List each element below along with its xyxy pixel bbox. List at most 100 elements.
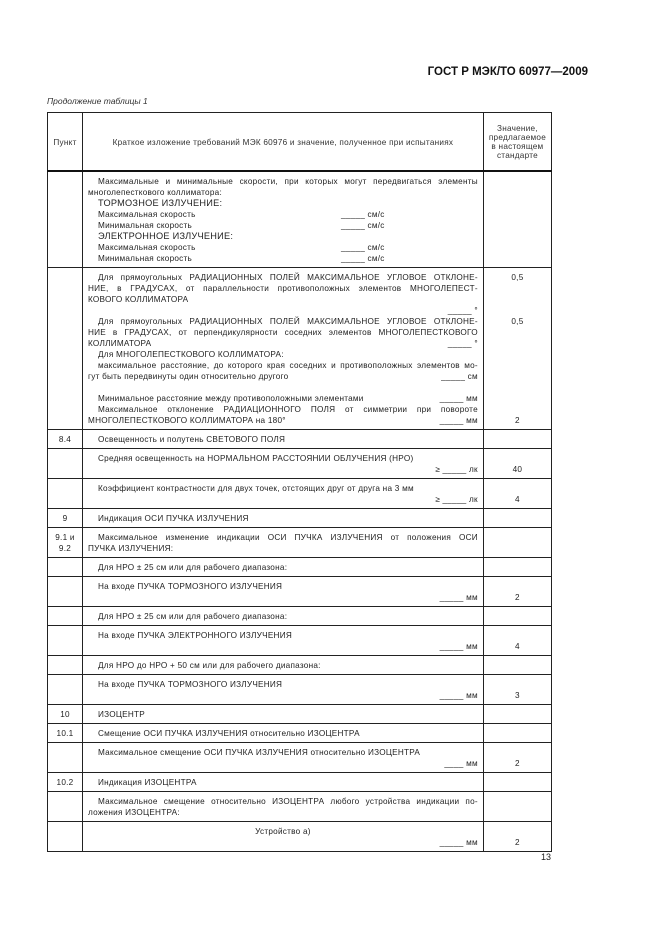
table-caption: Продолжение таблицы 1 (47, 96, 148, 106)
value-cell: 2 (482, 821, 553, 852)
summary-text: На входе ПУЧКА ТОРМОЗНОГО ИЗЛУЧЕНИЯ (98, 582, 283, 591)
value-cell (482, 429, 553, 449)
value-cell (482, 772, 553, 792)
item-number: 10.1 (56, 729, 74, 738)
summary-text: На входе ПУЧКА ЭЛЕКТРОННОГО ИЗЛУЧЕНИЯ (98, 631, 292, 640)
summary-cell: ИЗОЦЕНТР (82, 704, 484, 724)
unit-blank: _____ мм (439, 593, 478, 602)
summary-cell: Освещенность и полутень СВЕТОВОГО ПОЛЯ (82, 429, 484, 449)
summary-text: Максимальная скорость (98, 243, 196, 252)
value-cell (482, 723, 553, 743)
value-cell: 2 (482, 576, 553, 607)
summary-text: ПУЧКА ИЗЛУЧЕНИЯ: (88, 544, 174, 553)
standard-value (489, 611, 546, 622)
summary-line: Максимальное отклонение РАДИАЦИОННОГО ПО… (88, 404, 478, 415)
item-number-cell: 8.4 (47, 429, 83, 449)
unit-blank: ≥ _____ лк (435, 495, 478, 504)
summary-text: ЭЛЕКТРОННОЕ ИЗЛУЧЕНИЕ: (98, 231, 234, 241)
unit-blank: _____ см/с (341, 254, 385, 263)
summary-line: Для НРО ± 25 см или для рабочего диапазо… (88, 611, 478, 622)
summary-text: Для МНОГОЛЕПЕСТКОВОГО КОЛЛИМАТОРА: (98, 350, 284, 359)
item-number: 9 (62, 514, 68, 523)
summary-line: Минимальная скорость _____ см/с (88, 253, 478, 264)
summary-text: ТОРМОЗНОЕ ИЗЛУЧЕНИЕ: (98, 198, 223, 208)
summary-line: Для прямоугольных РАДИАЦИОННЫХ ПОЛЕЙ МАК… (88, 272, 478, 283)
summary-text: НИЕ в ГРАДУСАХ, от перпендикулярности со… (88, 328, 478, 337)
summary-line: Смещение ОСИ ПУЧКА ИЗЛУЧЕНИЯ относительн… (88, 728, 478, 739)
item-number-cell (47, 821, 83, 852)
summary-line: _____ мм (88, 592, 478, 603)
summary-cell: Средняя освещенность на НОРМАЛЬНОМ РАССТ… (82, 448, 484, 479)
standard-value (489, 777, 546, 788)
standard-value (489, 209, 546, 220)
summary-line: Для НРО ± 25 см или для рабочего диапазо… (88, 562, 478, 573)
item-number-cell (47, 742, 83, 773)
summary-line: КОЛЛИМАТОРА _____ ° (88, 338, 478, 349)
standard-value: 0,5 (511, 273, 524, 282)
summary-text: ИЗОЦЕНТР (98, 710, 145, 719)
summary-line: Минимальное расстояние между противополо… (88, 393, 478, 404)
value-cell: 3 (482, 674, 553, 705)
value-cell (482, 606, 553, 626)
standard-value (489, 630, 546, 641)
table-row: На входе ПУЧКА ЭЛЕКТРОННОГО ИЗЛУЧЕНИЯ ___… (47, 625, 553, 656)
summary-line: НИЕ, в ГРАДУСАХ, от параллельности проти… (88, 283, 478, 294)
summary-text: Для НРО ± 25 см или для рабочего диапазо… (98, 563, 288, 572)
summary-line: Максимальные и минимальные скорости, при… (88, 176, 478, 187)
summary-text: Средняя освещенность на НОРМАЛЬНОМ РАССТ… (98, 454, 414, 463)
table-row: 9.1 и 9.2 Максимальное изменение индикации… (47, 527, 553, 558)
summary-line: _____ ° (88, 305, 478, 316)
summary-line: ЭЛЕКТРОННОЕ ИЗЛУЧЕНИЕ: (88, 231, 478, 242)
summary-line: КОВОГО КОЛЛИМАТОРА (88, 294, 478, 305)
value-cell (482, 704, 553, 724)
unit-blank: _____ см/с (341, 243, 385, 252)
standard-value (489, 434, 546, 445)
summary-text: Устройство а) (255, 827, 311, 836)
table-row: Максимальное смещение ОСИ ПУЧКА ИЗЛУЧЕНИ… (47, 742, 553, 773)
summary-text: КОВОГО КОЛЛИМАТОРА (88, 295, 189, 304)
value-cell: 2 (482, 742, 553, 773)
standard-value (489, 242, 546, 253)
unit-blank: _____ ° (447, 339, 478, 348)
summary-cell: Максимальное смещение ОСИ ПУЧКА ИЗЛУЧЕНИ… (82, 742, 484, 773)
summary-text: Максимальное изменение индикации ОСИ ПУЧ… (98, 533, 478, 542)
summary-line: На входе ПУЧКА ЭЛЕКТРОННОГО ИЗЛУЧЕНИЯ (88, 630, 478, 641)
standard-value (489, 371, 546, 382)
summary-text: многолепесткового коллиматора: (88, 188, 222, 197)
summary-line: Средняя освещенность на НОРМАЛЬНОМ РАССТ… (88, 453, 478, 464)
item-number-cell (47, 791, 83, 822)
summary-line: Максимальное смещение ОСИ ПУЧКА ИЗЛУЧЕНИ… (88, 747, 478, 758)
table-row: Коэффициент контрастности для двух точек… (47, 478, 553, 509)
standard-value (489, 283, 546, 294)
standard-value (489, 728, 546, 739)
summary-cell: Для прямоугольных РАДИАЦИОННЫХ ПОЛЕЙ МАК… (82, 267, 484, 430)
item-number-cell: 10.1 (47, 723, 83, 743)
summary-text: Для прямоугольных РАДИАЦИОННЫХ ПОЛЕЙ МАК… (98, 273, 478, 282)
table-row: Устройство а) _____ мм 2 (47, 821, 553, 852)
summary-line: Максимальная скорость _____ см/с (88, 242, 478, 253)
summary-text: Для прямоугольных РАДИАЦИОННЫХ ПОЛЕЙ МАК… (98, 317, 478, 326)
table-header-row: Пункт Краткое изложение требований МЭК 6… (47, 112, 553, 172)
table-row: Для НРО ± 25 см или для рабочего диапазо… (47, 557, 553, 577)
summary-line: ____ мм (88, 758, 478, 769)
summary-text: максимальное расстояние, до которого кра… (98, 361, 478, 370)
summary-line: НИЕ в ГРАДУСАХ, от перпендикулярности со… (88, 327, 478, 338)
item-number-cell: 9.1 и 9.2 (47, 527, 83, 558)
item-number-cell: 9 (47, 508, 83, 528)
header-value: Значение, предлагаемое в настоящем станд… (482, 112, 553, 172)
item-number: 8.4 (58, 435, 72, 444)
summary-text: Максимальное смещение относительно ИЗОЦЕ… (98, 797, 478, 806)
summary-text: ложения ИЗОЦЕНТРА: (88, 808, 180, 817)
item-number-cell (47, 655, 83, 675)
summary-text: На входе ПУЧКА ТОРМОЗНОГО ИЗЛУЧЕНИЯ (98, 680, 283, 689)
standard-value (489, 807, 546, 818)
standard-value (489, 513, 546, 524)
value-cell (482, 791, 553, 822)
unit-blank: _____ мм (439, 394, 478, 403)
summary-cell: Для НРО до НРО + 50 см или для рабочего … (82, 655, 484, 675)
summary-cell: На входе ПУЧКА ТОРМОЗНОГО ИЗЛУЧЕНИЯ _____… (82, 674, 484, 705)
standard-value: 0,5 (511, 317, 524, 326)
standard-value (489, 796, 546, 807)
standard-value: 2 (515, 759, 520, 768)
table-row: На входе ПУЧКА ТОРМОЗНОГО ИЗЛУЧЕНИЯ _____… (47, 576, 553, 607)
